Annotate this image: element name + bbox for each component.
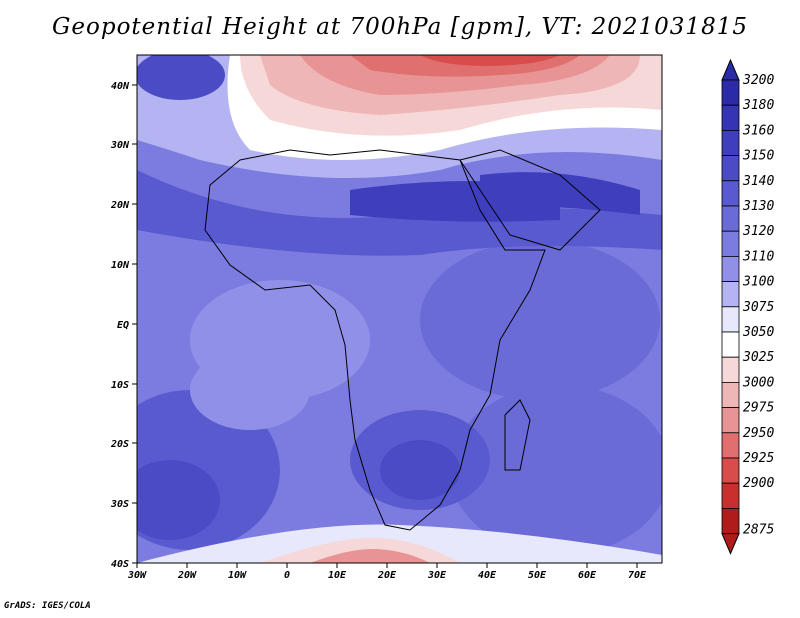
lon-label: 0	[284, 570, 290, 581]
colorbar-label: 3050	[742, 325, 774, 340]
lat-label: 40S	[111, 559, 129, 570]
colorbar-label: 3025	[742, 350, 774, 365]
lat-label: 20N	[110, 200, 130, 211]
colorbar-swatch	[721, 482, 740, 509]
colorbar-label: 3160	[742, 123, 774, 138]
colorbar-label: 3000	[742, 375, 774, 390]
colorbar-label: 3200	[742, 73, 774, 88]
colorbar-swatch	[721, 155, 740, 182]
lon-label: 30W	[127, 570, 147, 581]
colorbar-swatch	[721, 205, 740, 232]
plot-frame	[136, 54, 663, 564]
lat-label: EQ	[117, 320, 129, 331]
colorbar-swatch	[721, 255, 740, 282]
colorbar-label: 3100	[742, 275, 774, 290]
longitude-labels: 30W 20W 10W 0 10E 20E 30E 40E 50E 60E 70…	[127, 570, 647, 581]
lat-label: 10S	[111, 380, 129, 391]
lon-label: 10E	[328, 570, 347, 581]
lon-label: 70E	[628, 570, 647, 581]
lon-label: 10W	[228, 570, 247, 581]
colorbar-swatch	[721, 331, 740, 358]
colorbar-swatch	[721, 79, 740, 106]
lon-label: 20E	[377, 570, 397, 581]
colorbar-swatch	[721, 129, 740, 156]
colorbar-label: 3130	[742, 199, 774, 214]
colorbar-label: 2875	[743, 523, 774, 538]
colorbar-label: 3140	[742, 174, 774, 189]
colorbar-top-arrow	[721, 58, 740, 81]
colorbar-label: 3150	[742, 149, 774, 164]
colorbar-swatch	[721, 306, 740, 333]
colorbar-label: 2975	[743, 401, 774, 416]
colorbar-label: 3180	[742, 98, 774, 113]
lat-label: 30S	[110, 499, 129, 510]
colorbar-swatch	[721, 230, 740, 257]
colorbar-swatch	[721, 507, 740, 534]
lon-label: 40E	[478, 570, 497, 581]
colorbar-label: 2950	[743, 426, 774, 441]
height-field	[137, 55, 662, 563]
lon-label: 20W	[177, 570, 197, 581]
lat-label: 40N	[111, 81, 130, 92]
lat-label: 20S	[110, 439, 129, 450]
colorbar-swatch	[721, 104, 740, 131]
colorbar-swatch	[721, 356, 740, 383]
colorbar-swatch	[721, 180, 740, 207]
colorbar-swatch	[721, 457, 740, 484]
colorbar-label: 3075	[742, 300, 774, 315]
colorbar-label: 3120	[742, 224, 774, 239]
colorbar: 3200 3180 3160 3150 3140 3130 3120 3110 3100 3075…	[721, 58, 774, 555]
latitude-labels: 40N 30N 20N 10N EQ 10S 20S 30S 40S	[110, 81, 130, 570]
credit-text: GrADS: IGES/COLA	[4, 601, 91, 611]
coastlines	[204, 149, 601, 531]
colorbar-bottom-arrow	[721, 533, 740, 555]
colorbar-swatch	[721, 381, 740, 408]
colorbar-label: 2925	[743, 451, 774, 466]
colorbar-swatch	[721, 432, 740, 459]
colorbar-label: 2900	[743, 476, 774, 491]
lat-label: 10N	[111, 260, 130, 271]
colorbar-swatch	[721, 407, 740, 434]
lon-label: 50E	[528, 570, 547, 581]
axis-ticks	[132, 84, 638, 568]
colorbar-swatch	[721, 281, 740, 308]
lat-label: 30N	[110, 140, 130, 151]
colorbar-label: 3110	[742, 249, 774, 264]
lon-label: 30E	[427, 570, 447, 581]
map-title: Geopotential Height at 700hPa [gpm], VT:…	[52, 14, 748, 40]
lon-label: 60E	[578, 570, 597, 581]
